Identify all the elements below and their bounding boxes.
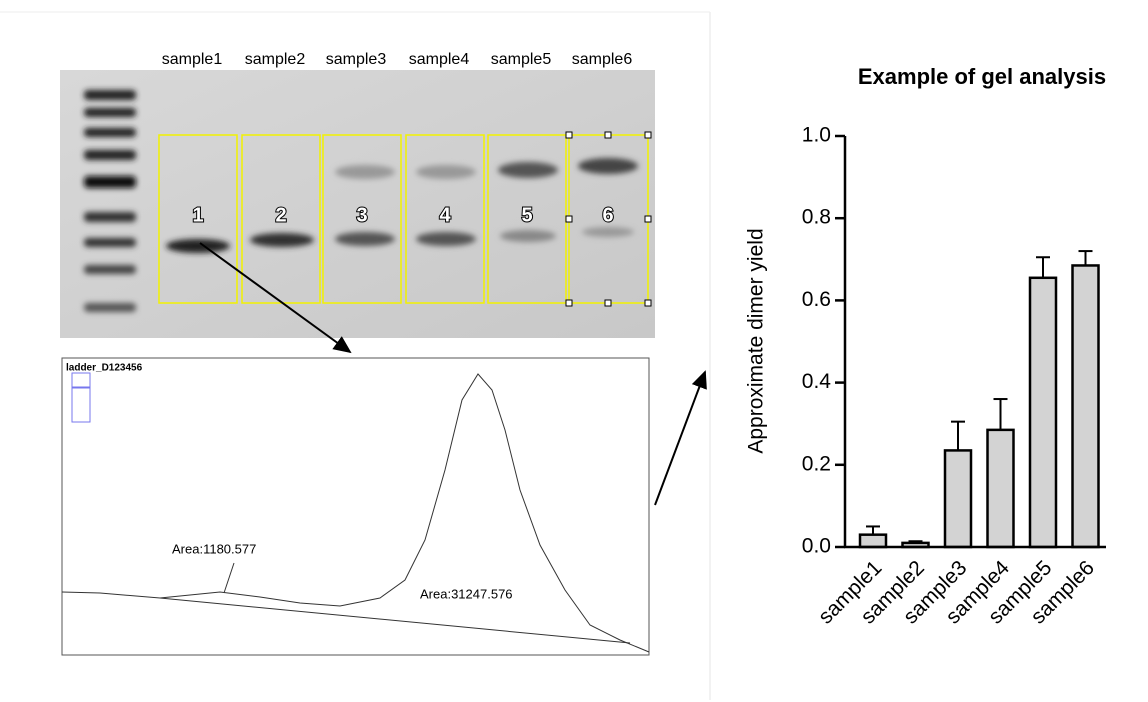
peak-label: Area:1180.577 xyxy=(172,541,256,556)
figure: ladder_D123456 Area:1180.577 Area:31247.… xyxy=(0,0,1148,702)
y-axis-label: Approximate dimer yield xyxy=(745,228,768,453)
page: ladder_D123456 Area:1180.577 Area:31247.… xyxy=(0,0,1148,702)
y-tick-label: 0.4 xyxy=(802,370,832,393)
y-tick-label: 0.0 xyxy=(802,535,831,558)
lane-label: sample1 xyxy=(162,51,223,68)
lane-label: sample6 xyxy=(572,51,633,68)
bar xyxy=(945,450,971,547)
lane-number: 1 xyxy=(192,204,203,226)
bar xyxy=(1030,278,1056,547)
lane-label: sample4 xyxy=(409,51,470,68)
bar xyxy=(1073,265,1099,547)
peak-label: Area:31247.576 xyxy=(420,586,513,601)
lane-label: sample2 xyxy=(245,51,306,68)
lane-number: 5 xyxy=(521,204,532,226)
trace-title: ladder_D123456 xyxy=(66,363,143,374)
y-tick-label: 0.8 xyxy=(802,206,831,229)
lane-number: 2 xyxy=(275,204,286,226)
y-tick-label: 0.6 xyxy=(802,288,831,311)
lane-label: sample3 xyxy=(326,51,387,68)
lane-label: sample5 xyxy=(491,51,552,68)
lane-number: 6 xyxy=(602,204,613,226)
chart-title: Example of gel analysis xyxy=(858,64,1106,89)
lane-number: 3 xyxy=(356,204,367,226)
bar xyxy=(860,535,886,547)
y-tick-label: 0.2 xyxy=(802,452,831,475)
trace-panel xyxy=(62,358,649,655)
bar xyxy=(988,430,1014,547)
lane-number: 4 xyxy=(439,204,451,226)
y-tick-label: 1.0 xyxy=(802,124,831,147)
arrow xyxy=(655,372,705,505)
